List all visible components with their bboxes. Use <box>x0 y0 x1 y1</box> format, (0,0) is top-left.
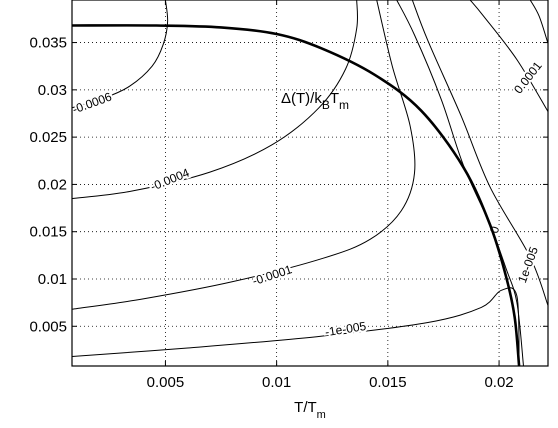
y-tick-label: 0.025 <box>29 129 67 146</box>
contour-line <box>411 0 549 306</box>
grid-lines <box>72 0 548 366</box>
contour-line <box>71 0 416 310</box>
x-tick-label: 0.005 <box>147 374 185 391</box>
axis-ticks <box>72 0 548 366</box>
y-tick-label: 0.03 <box>38 82 67 99</box>
y-tick-label: 0.01 <box>38 271 67 288</box>
x-axis-label: T/Tm <box>294 399 326 421</box>
y-tick-label: 0.035 <box>29 35 67 52</box>
x-axis-label-sub: m <box>317 409 326 421</box>
contour-lines <box>71 0 549 367</box>
y-tick-label: 0.015 <box>29 224 67 241</box>
contour-line <box>469 0 549 112</box>
gap-curve <box>71 24 521 367</box>
x-tick-label: 0.01 <box>262 374 291 391</box>
contour-line <box>529 0 549 44</box>
y-tick-label: 0.005 <box>29 318 67 335</box>
x-axis-label-main: T/T <box>294 399 317 416</box>
y-tick-label: 0.02 <box>38 176 67 193</box>
tick-labels: 0.005 0.01 0.015 0.02 0.005 0.01 0.015 0.02 0.02… <box>29 35 513 391</box>
gap-annotation-sub-b: B <box>322 98 330 112</box>
contour-line <box>71 0 359 200</box>
contour-line <box>71 287 520 367</box>
gap-annotation-sub-m: m <box>339 98 349 112</box>
x-tick-label: 0.02 <box>484 374 513 391</box>
x-tick-label: 0.015 <box>369 374 407 391</box>
gap-annotation-main: Δ(T)/k <box>281 90 322 107</box>
gap-annotation: Δ(T)/kBTm <box>281 90 349 112</box>
contour-line <box>71 0 169 109</box>
gap-annotation-t: T <box>330 90 339 107</box>
plot-frame <box>71 0 549 367</box>
